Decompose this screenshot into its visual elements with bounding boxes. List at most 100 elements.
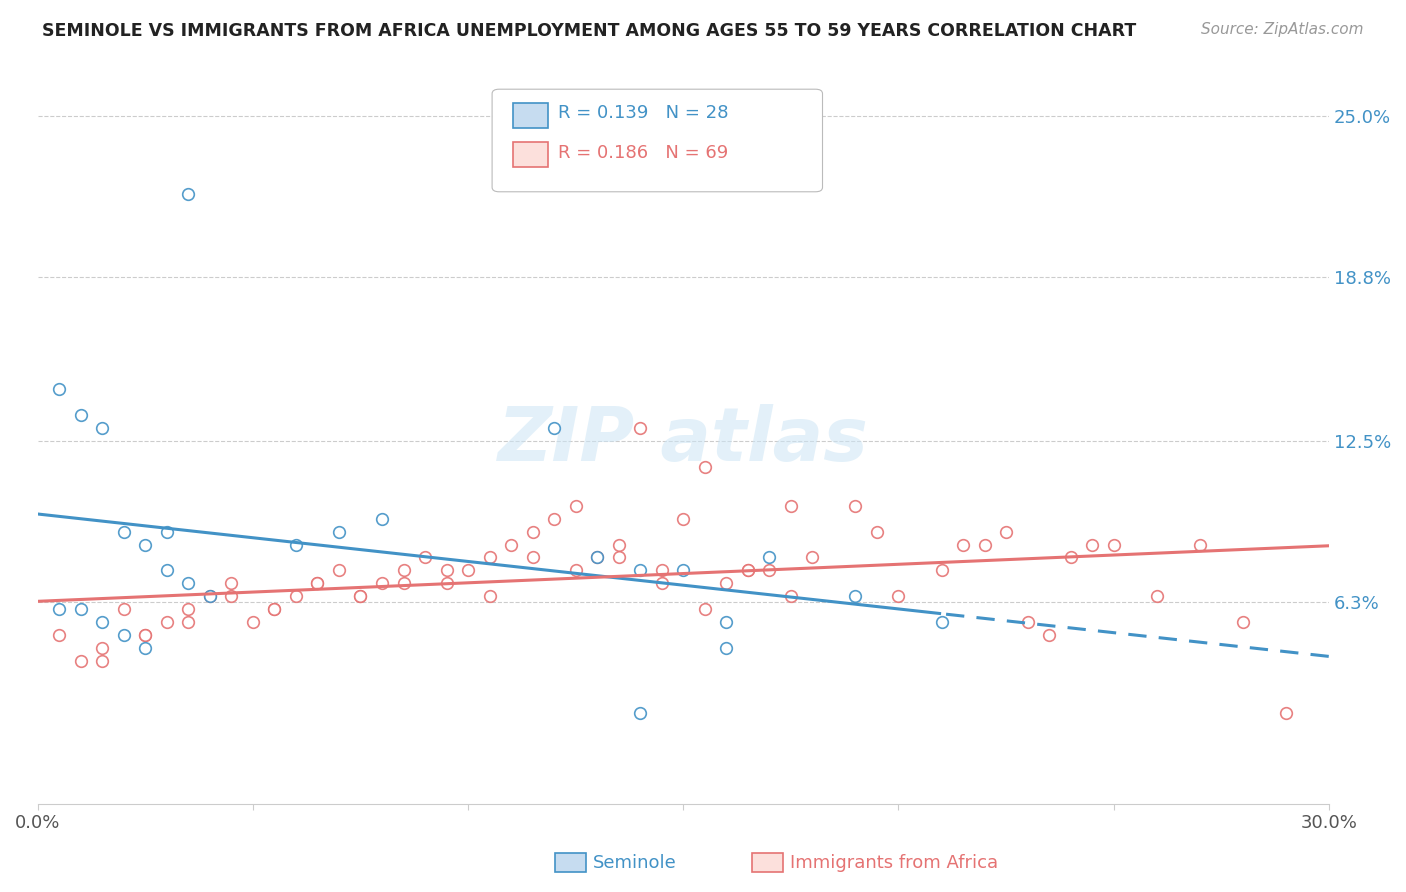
Point <box>69 654 91 668</box>
Point <box>1017 615 1039 630</box>
Point <box>716 641 738 656</box>
Point <box>91 654 114 668</box>
Point <box>328 564 350 578</box>
Point <box>607 550 630 565</box>
Point <box>177 187 200 202</box>
Point <box>1232 615 1254 630</box>
Point <box>112 602 135 616</box>
Point <box>628 421 651 435</box>
Point <box>501 537 523 551</box>
Text: ZIP atlas: ZIP atlas <box>498 404 869 477</box>
Point <box>156 524 179 539</box>
Point <box>307 576 329 591</box>
Point <box>436 576 458 591</box>
Point <box>564 499 586 513</box>
Point <box>48 602 70 616</box>
Point <box>177 576 200 591</box>
Point <box>607 537 630 551</box>
Point <box>48 382 70 396</box>
Point <box>737 564 759 578</box>
Point <box>436 564 458 578</box>
Point <box>628 564 651 578</box>
Point <box>328 524 350 539</box>
Point <box>134 628 156 642</box>
Point <box>1059 550 1081 565</box>
Point <box>672 564 695 578</box>
Point <box>392 564 415 578</box>
Point <box>693 459 716 474</box>
Point <box>651 564 673 578</box>
Point <box>564 564 586 578</box>
Point <box>931 564 953 578</box>
Point <box>156 564 179 578</box>
Point <box>48 628 70 642</box>
Point <box>522 524 544 539</box>
Point <box>672 511 695 525</box>
Point <box>198 590 221 604</box>
Point <box>112 628 135 642</box>
Point <box>758 564 780 578</box>
Point <box>844 499 866 513</box>
Point <box>91 421 114 435</box>
Point <box>716 576 738 591</box>
Point <box>844 590 866 604</box>
Point <box>1038 628 1060 642</box>
Point <box>198 590 221 604</box>
Point <box>973 537 995 551</box>
Point <box>69 602 91 616</box>
Point <box>263 602 285 616</box>
Point <box>371 511 394 525</box>
Point <box>177 615 200 630</box>
Text: R = 0.186   N = 69: R = 0.186 N = 69 <box>558 144 728 161</box>
Point <box>1275 706 1298 721</box>
Point <box>586 550 609 565</box>
Point <box>1081 537 1104 551</box>
Point <box>457 564 479 578</box>
Point <box>628 706 651 721</box>
Point <box>543 421 565 435</box>
Point <box>371 576 394 591</box>
Point <box>134 628 156 642</box>
Point <box>112 524 135 539</box>
Point <box>284 590 307 604</box>
Point <box>801 550 824 565</box>
Point <box>284 537 307 551</box>
Point <box>242 615 264 630</box>
Point <box>134 641 156 656</box>
Point <box>995 524 1018 539</box>
Point <box>1188 537 1211 551</box>
Point <box>478 550 501 565</box>
Point <box>69 408 91 422</box>
Point <box>1102 537 1125 551</box>
Point <box>478 590 501 604</box>
Text: Immigrants from Africa: Immigrants from Africa <box>790 854 998 871</box>
Point <box>91 641 114 656</box>
Point <box>952 537 974 551</box>
Point <box>349 590 371 604</box>
Point <box>177 602 200 616</box>
Text: Source: ZipAtlas.com: Source: ZipAtlas.com <box>1201 22 1364 37</box>
Point <box>887 590 910 604</box>
Point <box>522 550 544 565</box>
Text: R = 0.139   N = 28: R = 0.139 N = 28 <box>558 104 728 122</box>
Point <box>91 615 114 630</box>
Point <box>693 602 716 616</box>
Text: Seminole: Seminole <box>593 854 678 871</box>
Point <box>413 550 436 565</box>
Point <box>651 576 673 591</box>
Point <box>737 564 759 578</box>
Point <box>543 511 565 525</box>
Point <box>1146 590 1168 604</box>
Point <box>716 615 738 630</box>
Point <box>221 590 243 604</box>
Text: SEMINOLE VS IMMIGRANTS FROM AFRICA UNEMPLOYMENT AMONG AGES 55 TO 59 YEARS CORREL: SEMINOLE VS IMMIGRANTS FROM AFRICA UNEMP… <box>42 22 1136 40</box>
Point <box>758 550 780 565</box>
Point <box>263 602 285 616</box>
Point <box>866 524 889 539</box>
Point <box>221 576 243 591</box>
Point <box>156 615 179 630</box>
Point <box>307 576 329 591</box>
Point <box>134 537 156 551</box>
Point <box>931 615 953 630</box>
Point <box>780 590 803 604</box>
